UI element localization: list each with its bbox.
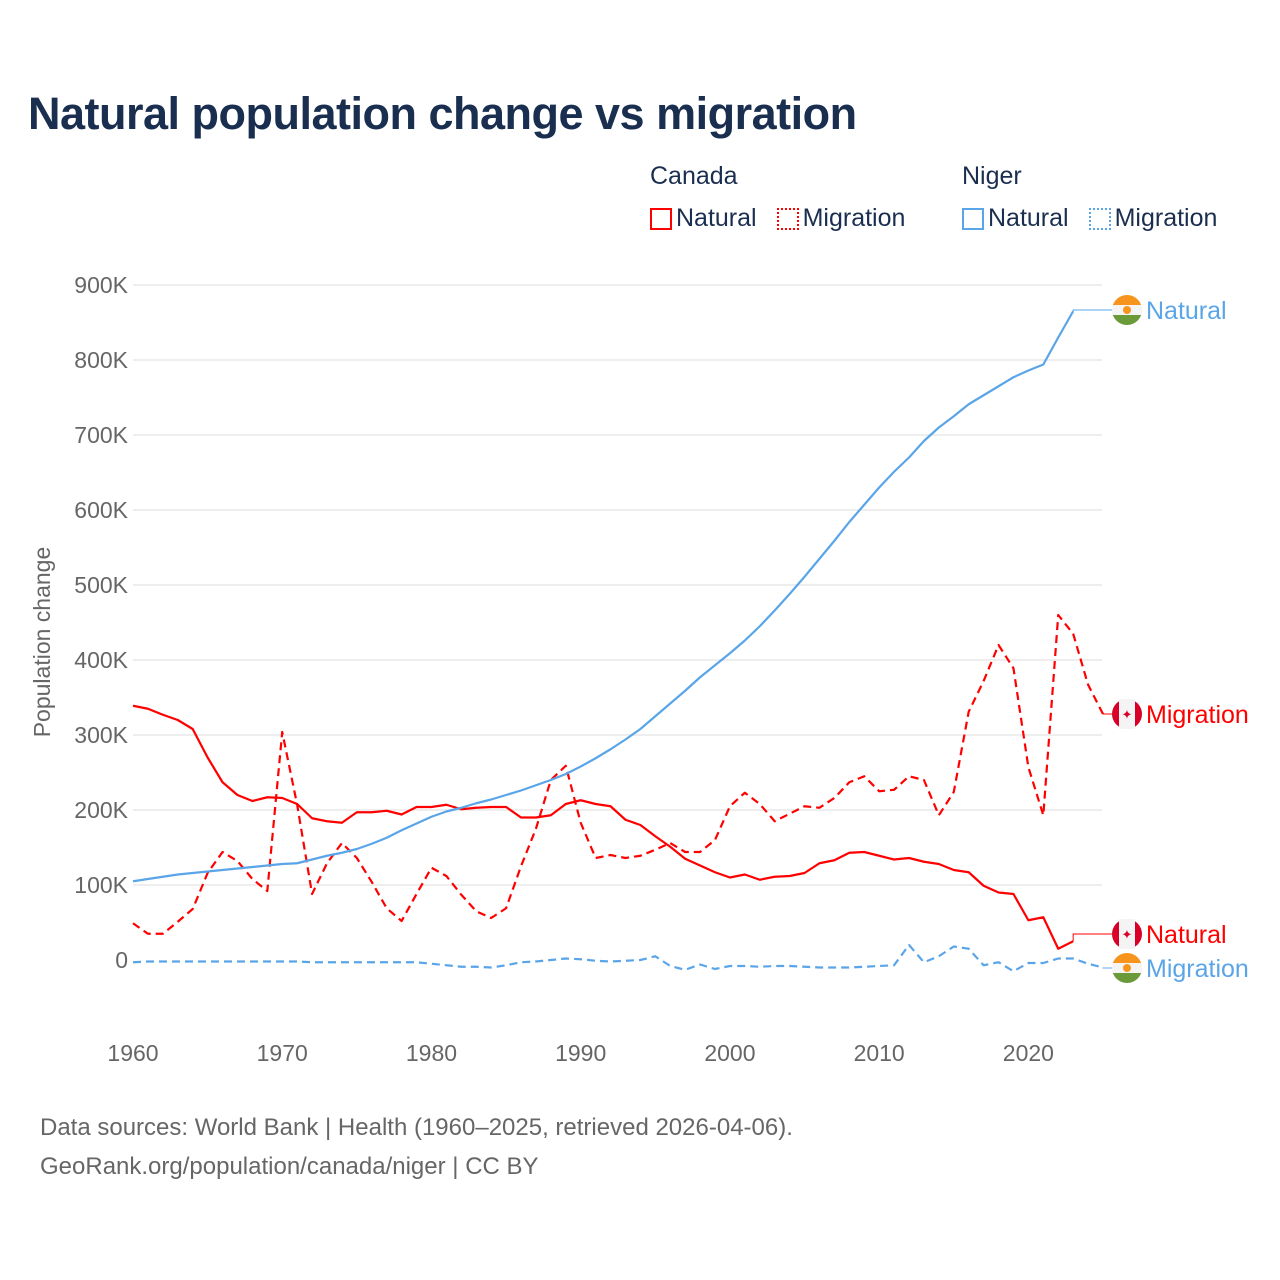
legend-swatch-dotted (776, 207, 799, 230)
legend-label: Natural (988, 204, 1069, 232)
label-connector (1072, 933, 1113, 942)
flag-stripe (1112, 973, 1142, 983)
legend-item-canada-natural[interactable]: Natural (650, 204, 757, 233)
y-tick-label: 0 (115, 947, 128, 973)
end-label: Natural (1146, 297, 1227, 325)
x-tick-label: 1960 (107, 1040, 158, 1066)
y-tick-label: 900K (74, 272, 128, 298)
legend-label: Migration (802, 204, 906, 232)
end-label: Natural (1146, 921, 1227, 949)
series-line-canada-migration (132, 613, 1104, 935)
legend-item-niger-natural[interactable]: Natural (962, 204, 1069, 233)
attribution-link[interactable]: GeoRank.org/population/canada/niger | CC… (40, 1153, 539, 1180)
label-connector (1102, 967, 1113, 969)
legend-swatch-solid (650, 207, 672, 230)
legend-item-niger-migration[interactable]: Migration (1088, 204, 1218, 233)
label-connector (1072, 309, 1113, 312)
end-label: Migration (1146, 701, 1249, 729)
chart-title: Natural population change vs migration (28, 88, 857, 139)
niger-flag-icon (1112, 953, 1142, 983)
y-tick-label: 700K (74, 422, 128, 448)
y-tick-label: 400K (74, 647, 128, 673)
flag-body (1112, 295, 1142, 325)
y-tick-label: 500K (74, 572, 128, 598)
series-line-canada-natural (132, 704, 1074, 950)
flag-body (1112, 953, 1142, 983)
legend-title: Canada (650, 162, 738, 190)
maple-leaf-icon: ✦ (1122, 927, 1133, 942)
x-tick-label: 2020 (1003, 1040, 1054, 1066)
flag-stripe (1112, 953, 1142, 963)
legend-group-canada: Canada Natural Migration (650, 162, 905, 233)
canada-flag-icon: ✦ (1112, 919, 1142, 949)
flag-stripe (1112, 295, 1142, 305)
flag-sun (1123, 964, 1131, 972)
y-tick-label: 200K (74, 797, 128, 823)
series-line-niger-migration (132, 943, 1104, 973)
flag-center (1119, 919, 1135, 949)
flag-sun (1123, 306, 1131, 314)
source-note: Data sources: World Bank | Health (1960–… (40, 1114, 793, 1141)
footer: Data sources: World Bank | Health (1960–… (40, 1108, 793, 1186)
flag-center (1119, 699, 1135, 729)
x-tick-label: 2010 (854, 1040, 905, 1066)
x-tick-label: 1970 (257, 1040, 308, 1066)
y-tick-label: 100K (74, 872, 128, 898)
series-line-niger-natural (132, 310, 1075, 883)
legend-swatch-solid (962, 207, 984, 230)
legend-group-niger: Niger Natural Migration (962, 162, 1217, 233)
y-tick-label: 300K (74, 722, 128, 748)
niger-flag-icon (1112, 295, 1142, 325)
legend-label: Natural (676, 204, 757, 232)
y-tick-label: 800K (74, 347, 128, 373)
flag-stripe (1112, 315, 1142, 325)
canada-flag-icon: ✦ (1112, 699, 1142, 729)
y-tick-label: 600K (74, 497, 128, 523)
legend-title: Niger (962, 162, 1022, 190)
legend-label: Migration (1114, 204, 1218, 232)
legend-swatch-dotted (1088, 207, 1111, 230)
legend-item-canada-migration[interactable]: Migration (776, 204, 906, 233)
x-tick-label: 1980 (406, 1040, 457, 1066)
maple-leaf-icon: ✦ (1122, 707, 1133, 722)
end-label: Migration (1146, 955, 1249, 983)
x-tick-label: 1990 (555, 1040, 606, 1066)
x-tick-label: 2000 (704, 1040, 755, 1066)
y-axis-label: Population change (29, 547, 55, 738)
